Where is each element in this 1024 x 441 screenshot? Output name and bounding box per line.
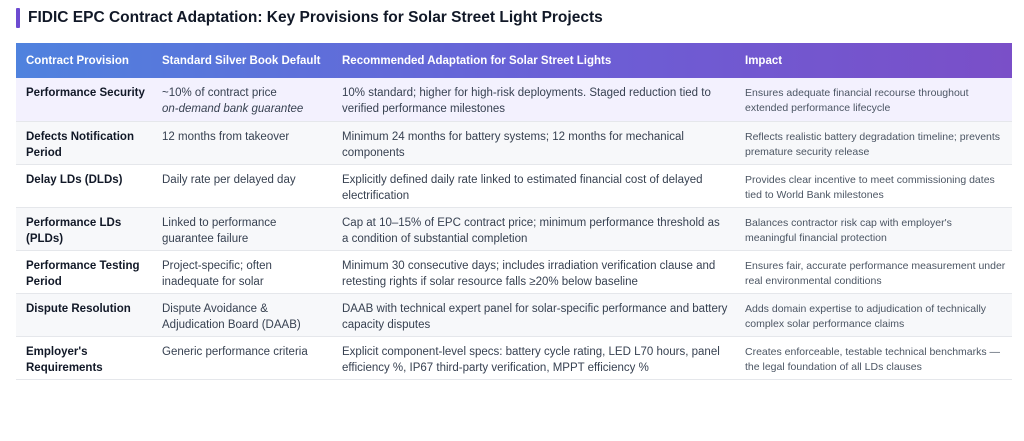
recommended-cell: Cap at 10–15% of EPC contract price; min… <box>332 207 735 251</box>
standard-cell: Dispute Avoidance & Adjudication Board (… <box>152 293 332 337</box>
table-row: Performance Security ~10% of contract pr… <box>16 78 1012 122</box>
recommended-cell: DAAB with technical expert panel for sol… <box>332 293 735 337</box>
table-row: Delay LDs (DLDs) Daily rate per delayed … <box>16 164 1012 208</box>
title-area: FIDIC EPC Contract Adaptation: Key Provi… <box>16 8 603 28</box>
impact-cell: Balances contractor risk cap with employ… <box>735 207 1012 251</box>
standard-cell: Daily rate per delayed day <box>152 164 332 208</box>
provision-cell: Defects Notification Period <box>16 121 152 165</box>
standard-cell: Project-specific; often inadequate for s… <box>152 250 332 294</box>
impact-cell: Reflects realistic battery degradation t… <box>735 121 1012 165</box>
recommended-cell: Explicit component-level specs: battery … <box>332 336 735 380</box>
standard-subtext: on-demand bank guarantee <box>162 103 304 115</box>
impact-cell: Ensures adequate financial recourse thro… <box>735 78 1012 122</box>
standard-cell: Linked to performance guarantee failure <box>152 207 332 251</box>
table-row: Performance Testing Period Project-speci… <box>16 250 1012 294</box>
provision-cell: Employer's Requirements <box>16 336 152 380</box>
table-row: Performance LDs (PLDs) Linked to perform… <box>16 207 1012 251</box>
recommended-cell: Minimum 24 months for battery systems; 1… <box>332 121 735 165</box>
standard-text: ~10% of contract price <box>162 87 277 99</box>
recommended-cell: 10% standard; higher for high-risk deplo… <box>332 78 735 122</box>
table-header: Contract Provision Standard Silver Book … <box>16 43 1012 78</box>
header-standard-default: Standard Silver Book Default <box>162 54 321 67</box>
table-row: Defects Notification Period 12 months fr… <box>16 121 1012 165</box>
standard-cell: ~10% of contract price on-demand bank gu… <box>152 78 332 122</box>
impact-cell: Creates enforceable, testable technical … <box>735 336 1012 380</box>
provision-cell: Dispute Resolution <box>16 293 152 337</box>
table-row: Employer's Requirements Generic performa… <box>16 336 1012 380</box>
impact-cell: Provides clear incentive to meet commiss… <box>735 164 1012 208</box>
provision-cell: Performance LDs (PLDs) <box>16 207 152 251</box>
standard-cell: 12 months from takeover <box>152 121 332 165</box>
standard-cell: Generic performance criteria <box>152 336 332 380</box>
impact-cell: Adds domain expertise to adjudication of… <box>735 293 1012 337</box>
recommended-cell: Minimum 30 consecutive days; includes ir… <box>332 250 735 294</box>
header-recommended-adaptation: Recommended Adaptation for Solar Street … <box>342 54 612 67</box>
provision-cell: Performance Security <box>16 78 152 122</box>
header-impact: Impact <box>745 54 783 67</box>
impact-cell: Ensures fair, accurate performance measu… <box>735 250 1012 294</box>
provision-cell: Delay LDs (DLDs) <box>16 164 152 208</box>
header-contract-provision: Contract Provision <box>26 54 129 67</box>
provisions-table: Contract Provision Standard Silver Book … <box>16 43 1012 380</box>
header-row: Contract Provision Standard Silver Book … <box>16 43 1012 78</box>
recommended-cell: Explicitly defined daily rate linked to … <box>332 164 735 208</box>
page-title: FIDIC EPC Contract Adaptation: Key Provi… <box>28 9 603 26</box>
table-row: Dispute Resolution Dispute Avoidance & A… <box>16 293 1012 337</box>
title-accent-bar <box>16 8 20 28</box>
provision-cell: Performance Testing Period <box>16 250 152 294</box>
